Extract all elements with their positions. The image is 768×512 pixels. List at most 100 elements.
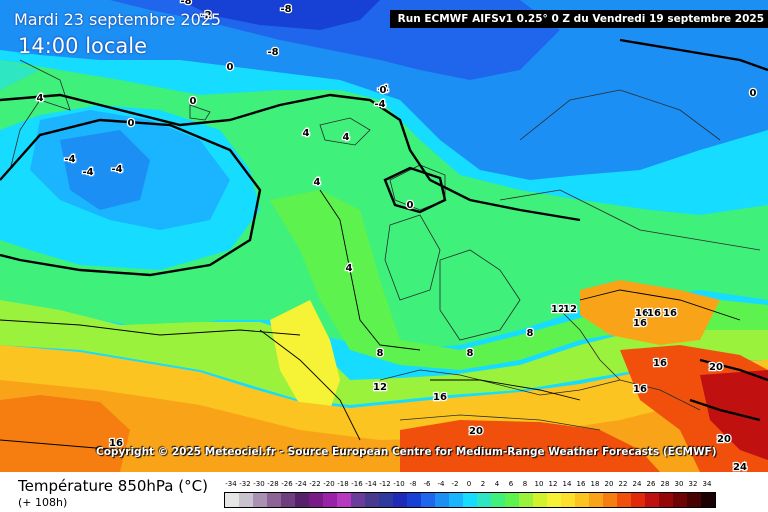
- scale-label: 22: [618, 480, 628, 488]
- scale-label: 10: [534, 480, 544, 488]
- contour-label: 16: [663, 308, 677, 319]
- contour-label: 8: [527, 328, 534, 339]
- contour-label: 16: [635, 308, 649, 319]
- scale-swatch: [351, 493, 365, 507]
- scale-label: -12: [379, 480, 391, 488]
- contour-label: -8: [267, 47, 278, 58]
- contour-label: -4: [111, 164, 122, 175]
- scale-label: 24: [632, 480, 642, 488]
- model-run-info: Run ECMWF AIFSv1 0.25° 0 Z du Vendredi 1…: [389, 10, 768, 28]
- scale-label: 18: [590, 480, 600, 488]
- scale-swatch: [407, 493, 421, 507]
- contour-label: 12: [563, 304, 577, 315]
- scale-swatch: [449, 493, 463, 507]
- contour-label: -2: [200, 10, 211, 21]
- scale-label: 26: [646, 480, 656, 488]
- scale-label: -10: [393, 480, 405, 488]
- scale-swatch: [337, 493, 351, 507]
- scale-label: -16: [351, 480, 363, 488]
- contour-label: 0: [190, 96, 197, 107]
- scale-label: 8: [522, 480, 528, 488]
- scale-label: -28: [267, 480, 279, 488]
- scale-label: 6: [508, 480, 514, 488]
- scale-label: 12: [548, 480, 558, 488]
- scale-swatch: [589, 493, 603, 507]
- contour-label: 0: [227, 62, 234, 73]
- contour-label: 16: [633, 318, 647, 329]
- scale-label: -22: [309, 480, 321, 488]
- field-greenland-core: [60, 130, 150, 210]
- scale-swatch: [659, 493, 673, 507]
- scale-label: -2: [451, 480, 459, 488]
- contour-label: -4: [377, 84, 388, 95]
- contour-label: -8: [280, 4, 291, 15]
- scale-swatch: [673, 493, 687, 507]
- scale-label: 0: [466, 480, 472, 488]
- contour-label: 20: [709, 362, 723, 373]
- scale-label: -20: [323, 480, 335, 488]
- scale-swatch: [701, 493, 715, 507]
- contour-label: -4: [374, 99, 385, 110]
- scale-swatch: [631, 493, 645, 507]
- scale-label: -18: [337, 480, 349, 488]
- scale-swatch: [239, 493, 253, 507]
- forecast-time: 14:00 locale: [18, 34, 148, 58]
- contour-label: 8: [377, 348, 384, 359]
- field-hottest-east: [700, 370, 768, 460]
- contour-label: 16: [433, 392, 447, 403]
- contour-label: -4: [64, 154, 75, 165]
- contour-label: 12: [551, 304, 565, 315]
- scale-label: -30: [253, 480, 265, 488]
- contour-label: 0: [407, 200, 414, 211]
- contour-label: 16: [647, 308, 661, 319]
- scale-swatch: [575, 493, 589, 507]
- scale-swatch: [547, 493, 561, 507]
- copyright-notice: Copyright © 2025 Meteociel.fr - Source E…: [96, 446, 717, 458]
- contour-label: 0: [128, 118, 135, 129]
- scale-swatch: [687, 493, 701, 507]
- contour-label: 16: [653, 358, 667, 369]
- color-scale-labels: -34 -32 -30 -28 -26 -24 -22 -20 -18 -16 -14 -12 -10-…: [224, 480, 714, 492]
- thin-contours: [0, 189, 741, 451]
- legend-footer: Température 850hPa (°C) (+ 108h) -34 -32-…: [0, 472, 768, 512]
- scale-swatch: [421, 493, 435, 507]
- scale-label: 32: [688, 480, 698, 488]
- lead-time: (+ 108h): [18, 496, 68, 509]
- scale-swatch: [477, 493, 491, 507]
- contour-label: 4: [303, 128, 310, 139]
- scale-swatch: [379, 493, 393, 507]
- scale-label: -34: [225, 480, 237, 488]
- field-yellow-green: [0, 300, 768, 405]
- scale-swatch: [253, 493, 267, 507]
- scale-swatch: [561, 493, 575, 507]
- scale-label: -26: [281, 480, 293, 488]
- scale-label: -14: [365, 480, 377, 488]
- scale-label: -24: [295, 480, 307, 488]
- variable-title: Température 850hPa (°C): [18, 477, 208, 495]
- scale-swatch: [295, 493, 309, 507]
- scale-label: 4: [494, 480, 500, 488]
- contour-label: 16: [633, 384, 647, 395]
- field-cold-north: [0, 0, 768, 180]
- field-green: [0, 60, 768, 350]
- scale-swatch: [309, 493, 323, 507]
- contour-label: 4: [314, 177, 321, 188]
- field-coldest-core: [180, 0, 380, 30]
- contour-label: 4: [343, 132, 350, 143]
- scale-swatch: [645, 493, 659, 507]
- scale-label: 34: [702, 480, 712, 488]
- bold-contours: [0, 38, 768, 422]
- scale-label: -8: [409, 480, 417, 488]
- field-warm-balkans: [580, 280, 720, 345]
- contour-label: -8: [180, 0, 191, 7]
- scale-swatch: [365, 493, 379, 507]
- contour-label: -4: [82, 167, 93, 178]
- contour-label: 8: [467, 348, 474, 359]
- scale-label: 2: [480, 480, 486, 488]
- scale-label: 28: [660, 480, 670, 488]
- contour-label: 20: [469, 426, 483, 437]
- scale-label: -4: [437, 480, 445, 488]
